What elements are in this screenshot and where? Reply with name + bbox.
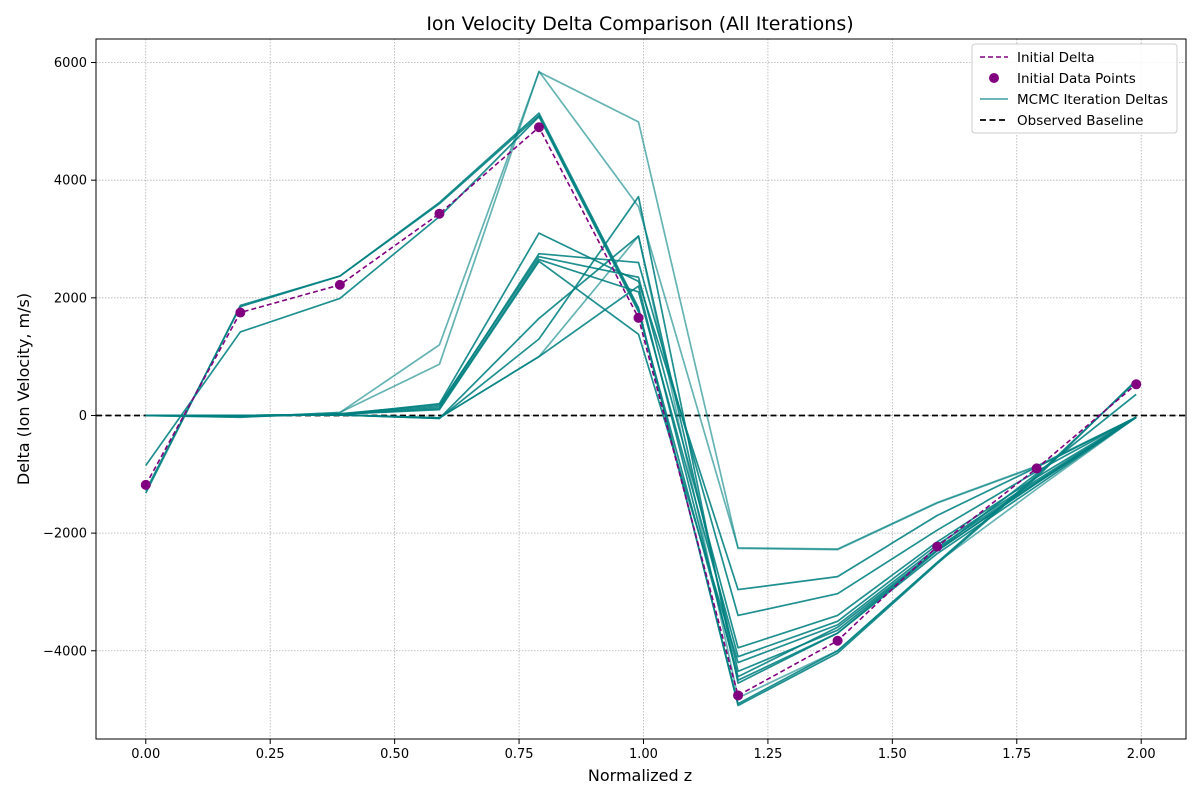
x-tick-label: 0.00 (131, 747, 160, 762)
x-tick-label: 0.50 (380, 747, 409, 762)
y-tick-label: 2000 (54, 291, 87, 306)
legend-mcmc-label: MCMC Iteration Deltas (1017, 92, 1168, 108)
initial-data-point (932, 541, 943, 552)
initial-data-point (334, 279, 345, 290)
ticks: 0.00 0.25 0.50 0.75 1.00 1.25 1.50 1.75 2.00 −400… (43, 56, 1156, 762)
plot-frame (95, 38, 1187, 740)
mcmc-iteration-line (145, 114, 1137, 705)
mcmc-iteration-line (145, 70, 1137, 550)
x-tick-label: 2.00 (1127, 747, 1156, 762)
x-axis-label: Normalized z (588, 766, 692, 785)
x-tick-label: 1.25 (753, 747, 782, 762)
initial-data-point (633, 312, 644, 323)
initial-data-point (1031, 463, 1042, 474)
x-tick-label: 1.00 (629, 747, 658, 762)
initial-data-point (832, 635, 843, 646)
x-tick-label: 1.75 (1002, 747, 1031, 762)
y-axis-label: Delta (Ion Velocity, m/s) (14, 293, 33, 485)
y-tick-label: −2000 (43, 527, 87, 542)
legend: Initial Delta Initial Data Points MCMC Ite… (971, 43, 1178, 134)
grid (96, 39, 1186, 739)
legend-initial-points-label: Initial Data Points (1017, 71, 1136, 87)
initial-data-point (1131, 379, 1142, 390)
y-tick-label: 4000 (54, 174, 87, 189)
legend-initial-points-swatch (989, 73, 999, 83)
x-tick-label: 1.50 (878, 747, 907, 762)
initial-layer (140, 122, 1142, 701)
legend-initial-delta-label: Initial Delta (1017, 50, 1095, 66)
y-tick-label: −4000 (43, 644, 87, 659)
initial-data-point (140, 479, 151, 490)
initial-data-point (235, 307, 246, 318)
initial-data-point (533, 122, 544, 133)
chart-title: Ion Velocity Delta Comparison (All Itera… (426, 13, 853, 35)
y-tick-label: 0 (79, 409, 87, 424)
mcmc-iteration-line (145, 115, 1137, 678)
initial-data-point (733, 690, 744, 701)
y-tick-label: 6000 (54, 56, 87, 71)
x-tick-label: 0.25 (256, 747, 285, 762)
legend-baseline-label: Observed Baseline (1017, 113, 1143, 129)
mcmc-iteration-line (145, 235, 1137, 699)
initial-data-point (434, 208, 445, 219)
x-tick-label: 0.75 (505, 747, 534, 762)
legend-box (971, 43, 1178, 134)
